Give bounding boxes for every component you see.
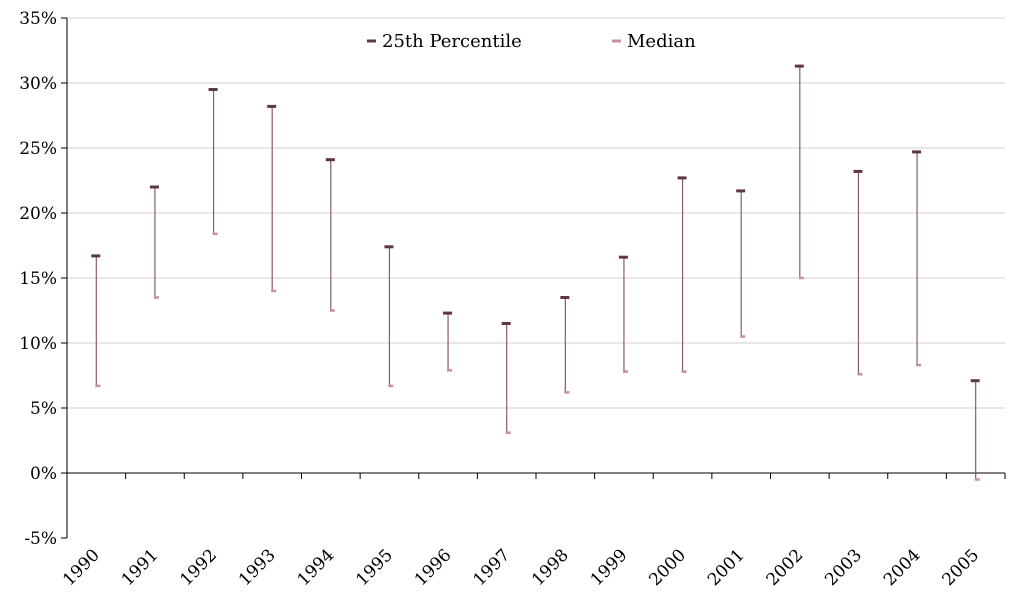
x-tick-label: 2000: [645, 545, 690, 590]
y-tick-label: -5%: [24, 529, 57, 549]
hi-lo-bars: [91, 64, 980, 481]
x-tick-label: 1991: [118, 545, 163, 590]
x-tick-label: 2005: [938, 545, 983, 590]
legend-label: 25th Percentile: [382, 31, 522, 52]
legend-label: Median: [627, 31, 696, 52]
x-tick-label: 2001: [704, 545, 749, 590]
y-tick-label: 15%: [19, 269, 57, 289]
legend-item-median: Median: [612, 31, 696, 52]
x-tick-label: 1993: [235, 545, 280, 590]
gridlines: [67, 17, 1005, 409]
x-tick-label: 1990: [59, 545, 104, 590]
x-tick-label: 1999: [587, 545, 632, 590]
x-tick-label: 2004: [880, 545, 925, 590]
legend-item-25th-percentile: 25th Percentile: [367, 31, 522, 52]
x-tick-label: 1992: [176, 545, 221, 590]
x-axis: 1990 1991 1992 1993 1994 1995 1996 1997 1998 1999…: [59, 472, 1006, 590]
x-tick-label: 1994: [294, 545, 339, 590]
y-tick-label: 25%: [19, 139, 57, 159]
y-tick-label: 10%: [19, 334, 57, 354]
x-tick-label: 1996: [411, 545, 456, 590]
y-tick-label: 0%: [30, 464, 57, 484]
y-tick-label: 35%: [19, 9, 57, 29]
x-tick-label: 2003: [821, 545, 866, 590]
x-tick-label: 1997: [469, 545, 514, 590]
x-tick-label: 1995: [352, 545, 397, 590]
x-tick-label: 1998: [528, 545, 573, 590]
y-tick-label: 30%: [19, 74, 57, 94]
y-axis: -5% 0% 5% 10% 15% 20% 25% 30% 35%: [19, 9, 68, 549]
x-tick-label: 2002: [763, 545, 808, 590]
y-tick-label: 5%: [30, 399, 57, 419]
legend: 25th Percentile Median: [367, 31, 696, 52]
y-tick-label: 20%: [19, 204, 57, 224]
